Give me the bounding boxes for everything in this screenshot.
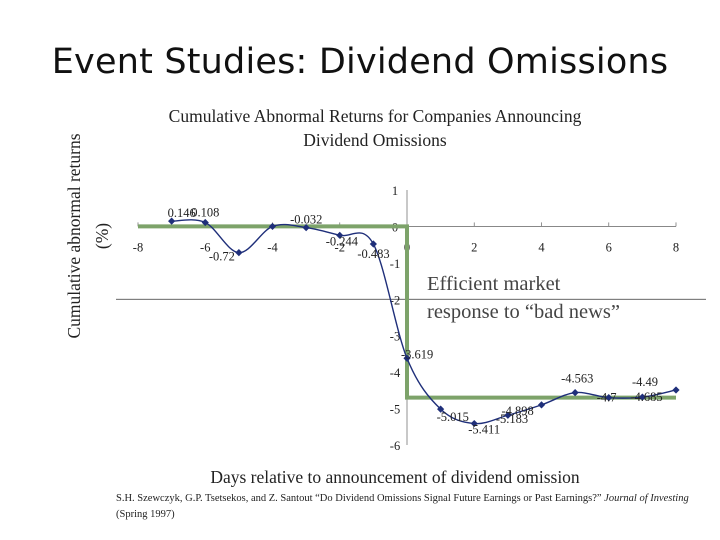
data-point (537, 401, 546, 409)
data-label: -0.032 (290, 213, 322, 227)
slide-title: Event Studies: Dividend Omissions (51, 42, 669, 82)
data-point (403, 354, 411, 362)
data-label: -4.563 (561, 372, 593, 386)
chart-title-line: Cumulative Abnormal Returns for Companie… (169, 106, 582, 126)
x-tick-label: -8 (133, 240, 143, 254)
source-citation: S.H. Szewczyk, G.P. Tsetsekos, and Z. Sa… (116, 491, 716, 523)
data-point (369, 240, 377, 248)
x-tick-label: 2 (471, 240, 477, 254)
chart-title-line: Dividend Omissions (303, 130, 447, 150)
annotation-line: response to “bad news” (427, 301, 620, 323)
y-tick-label: 1 (392, 184, 398, 198)
x-tick-label: 8 (673, 240, 679, 254)
x-tick-label: -4 (267, 240, 278, 254)
annotation: Efficient market response to “bad news” (427, 273, 620, 323)
data-labels: 0.1460.108-0.72-0.032-0.244-0.483-3.619-… (168, 205, 663, 436)
source-issue: (Spring 1997) (116, 509, 175, 520)
data-point (268, 222, 277, 231)
source-authors: S.H. Szewczyk, G.P. Tsetsekos, and Z. Sa… (116, 493, 602, 504)
data-label: 0.146 (168, 206, 196, 220)
chart-title: Cumulative Abnormal Returns for Companie… (169, 106, 582, 150)
data-label: -0.72 (209, 250, 235, 264)
y-tick-label: -4 (390, 366, 401, 380)
y-tick-label: -6 (390, 439, 400, 453)
y-axis-label-line: Cumulative abnormal returns (64, 133, 84, 338)
y-tick-label: -2 (390, 293, 400, 307)
data-label: -5.183 (496, 412, 528, 426)
data-label: -5.411 (468, 423, 500, 437)
series-line (171, 219, 677, 425)
data-label: -3.619 (401, 347, 433, 361)
data-label: -0.483 (357, 247, 389, 261)
y-tick-label: -1 (390, 257, 400, 271)
data-point (470, 419, 478, 428)
annotation-line: Efficient market (427, 273, 561, 295)
data-label: -0.244 (326, 234, 359, 248)
x-axis-label: Days relative to announcement of dividen… (210, 467, 580, 487)
data-point (336, 231, 344, 239)
x-tick-label: -2 (335, 240, 345, 254)
y-tick-label: -3 (390, 330, 400, 344)
data-point (504, 411, 512, 419)
data-point (302, 223, 310, 232)
data-point (605, 394, 613, 402)
data-point (672, 386, 680, 394)
y-axis-label-line: (%) (92, 223, 112, 249)
data-label: 0.108 (191, 205, 219, 219)
x-tick-label: 6 (606, 240, 612, 254)
data-point (571, 389, 579, 397)
data-label: -4.49 (632, 375, 658, 389)
data-label: -4.7 (597, 391, 617, 405)
series (168, 217, 680, 428)
data-point (235, 249, 243, 257)
data-point (201, 218, 209, 227)
data-point (168, 217, 176, 225)
y-tick-label: -5 (390, 403, 400, 417)
data-label: -4.685 (630, 390, 662, 404)
x-tick-label: 4 (538, 240, 545, 254)
x-axis-label: Days relative to announcement of dividen… (210, 467, 580, 487)
data-point (437, 405, 445, 413)
data-label: -5.015 (437, 410, 469, 424)
y-axis-label: Cumulative abnormal returns (%) (64, 133, 112, 338)
data-point (638, 393, 646, 401)
x-tick-label: -6 (200, 240, 210, 254)
source-journal: Journal of Investing (604, 493, 689, 504)
data-label: -4.898 (502, 404, 534, 418)
